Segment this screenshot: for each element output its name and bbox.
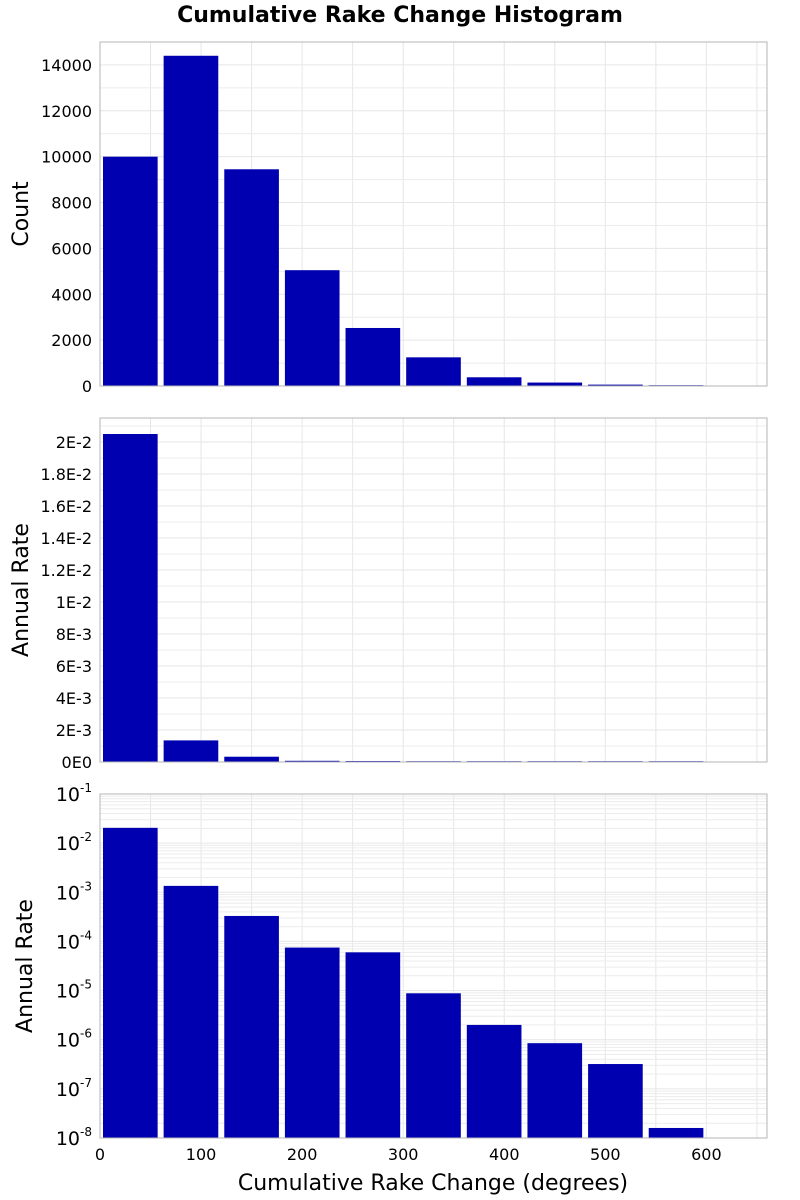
chart-title: Cumulative Rake Change Histogram bbox=[177, 3, 623, 28]
bar-2-1 bbox=[103, 434, 158, 762]
y-axis-label: Count bbox=[9, 181, 34, 247]
y-tick-label: 2E-2 bbox=[56, 433, 92, 452]
y-tick-label: 10-6 bbox=[56, 1027, 92, 1052]
bar-1-5 bbox=[345, 327, 401, 386]
bar-3-8 bbox=[527, 1043, 583, 1138]
y-tick-label: 1.2E-2 bbox=[40, 561, 92, 580]
bar-1-8 bbox=[527, 382, 583, 386]
bar-3-4 bbox=[284, 947, 340, 1138]
y-tick-label: 10000 bbox=[41, 148, 92, 167]
y-axis-label: Annual Rate bbox=[9, 523, 34, 657]
x-tick-label: 600 bbox=[691, 1145, 722, 1164]
y-tick-label: 0 bbox=[82, 377, 92, 396]
bar-1-7 bbox=[466, 377, 522, 386]
bar-3-6 bbox=[406, 993, 461, 1138]
chart-panels: 02000400060008000100001200014000Count0E0… bbox=[9, 41, 768, 1164]
y-tick-label: 8000 bbox=[51, 194, 92, 213]
bar-3-10 bbox=[648, 1127, 704, 1138]
plot-frame bbox=[99, 41, 768, 387]
y-tick-label: 4E-3 bbox=[56, 689, 92, 708]
y-tick-label: 1E-2 bbox=[56, 593, 92, 612]
bar-1-4 bbox=[284, 270, 340, 386]
bar-2-2 bbox=[163, 740, 219, 762]
bar-3-5 bbox=[345, 952, 401, 1138]
y-tick-label: 10-5 bbox=[56, 978, 92, 1003]
y-tick-label: 10-2 bbox=[56, 830, 92, 855]
bar-1-1 bbox=[103, 156, 158, 386]
y-tick-label: 10-8 bbox=[56, 1125, 92, 1150]
x-tick-label: 300 bbox=[388, 1145, 419, 1164]
bar-1-3 bbox=[224, 169, 279, 386]
bar-3-9 bbox=[588, 1064, 643, 1138]
bar-3-7 bbox=[466, 1024, 522, 1138]
x-tick-label: 400 bbox=[489, 1145, 520, 1164]
bar-1-2 bbox=[163, 55, 219, 386]
bar-3-2 bbox=[163, 885, 219, 1138]
y-axis-label: Annual Rate bbox=[13, 899, 38, 1033]
y-tick-label: 10-3 bbox=[56, 879, 92, 904]
y-tick-label: 2E-3 bbox=[56, 721, 92, 740]
y-tick-label: 0E0 bbox=[62, 753, 92, 772]
panel-1: 0 2000 4000 6000 8000 10000 12000 14000 Count bbox=[9, 41, 768, 396]
y-tick-label: 1.4E-2 bbox=[40, 529, 92, 548]
x-tick-label: 200 bbox=[287, 1145, 318, 1164]
y-tick-label: 12000 bbox=[41, 102, 92, 121]
y-tick-label: 1.6E-2 bbox=[40, 497, 92, 516]
y-tick-label: 10-4 bbox=[56, 928, 92, 953]
y-tick-label: 14000 bbox=[41, 56, 92, 75]
panel-3: 10-8 10-7 10-6 10-5 10-4 10-3 10-2 10-1 0 100 200 3… bbox=[13, 781, 768, 1164]
y-tick-label: 10-1 bbox=[56, 781, 92, 806]
plot-frame bbox=[99, 793, 768, 1139]
bar-2-4 bbox=[284, 760, 340, 762]
x-tick-label: 500 bbox=[590, 1145, 621, 1164]
y-tick-label: 1.8E-2 bbox=[40, 465, 92, 484]
bar-1-6 bbox=[406, 357, 461, 386]
bar-1-9 bbox=[588, 384, 643, 386]
bar-2-3 bbox=[224, 756, 279, 762]
plot-frame bbox=[99, 417, 768, 763]
y-tick-label: 4000 bbox=[51, 285, 92, 304]
panel-2: 0E0 2E-3 4E-3 6E-3 8E-3 1E-2 1.2E-2 1.4E-2 1.6E-… bbox=[9, 417, 768, 772]
y-tick-label: 6000 bbox=[51, 239, 92, 258]
y-tick-label: 8E-3 bbox=[56, 625, 92, 644]
y-tick-label: 6E-3 bbox=[56, 657, 92, 676]
bar-3-1 bbox=[103, 827, 158, 1138]
y-tick-label: 2000 bbox=[51, 331, 92, 350]
x-axis-label: Cumulative Rake Change (degrees) bbox=[238, 1171, 628, 1196]
bar-3-3 bbox=[224, 915, 279, 1138]
x-tick-label: 0 bbox=[95, 1145, 105, 1164]
x-tick-label: 100 bbox=[186, 1145, 217, 1164]
y-tick-label: 10-7 bbox=[56, 1076, 92, 1101]
